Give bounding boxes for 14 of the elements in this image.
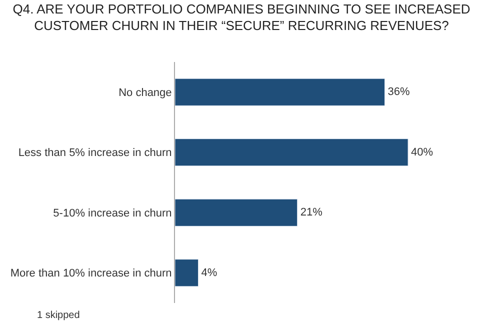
y-tick-label: 5-10% increase in churn xyxy=(53,207,172,220)
text: 1 skipped xyxy=(37,310,80,321)
data-label: 36% xyxy=(388,86,410,98)
data-label: 21% xyxy=(300,206,323,219)
y-tick-label: No change xyxy=(118,86,172,99)
y-tick-label: More than 10% increase in churn xyxy=(10,268,172,280)
chart-title: Q4. ARE YOUR PORTFOLIO COMPANIES BEGINNING TO SEE INCREASED CUSTOMER CHURN IN THEIR “SECURE” RECURRING REVENUES? xyxy=(12,1,470,34)
y-tick-label: Less than 5% increase in churn xyxy=(18,147,172,160)
data-label: 40% xyxy=(411,146,434,158)
bar xyxy=(175,78,385,106)
bar xyxy=(175,198,298,226)
data-label: 4% xyxy=(201,266,218,279)
bar xyxy=(175,259,199,287)
bar xyxy=(175,138,408,166)
